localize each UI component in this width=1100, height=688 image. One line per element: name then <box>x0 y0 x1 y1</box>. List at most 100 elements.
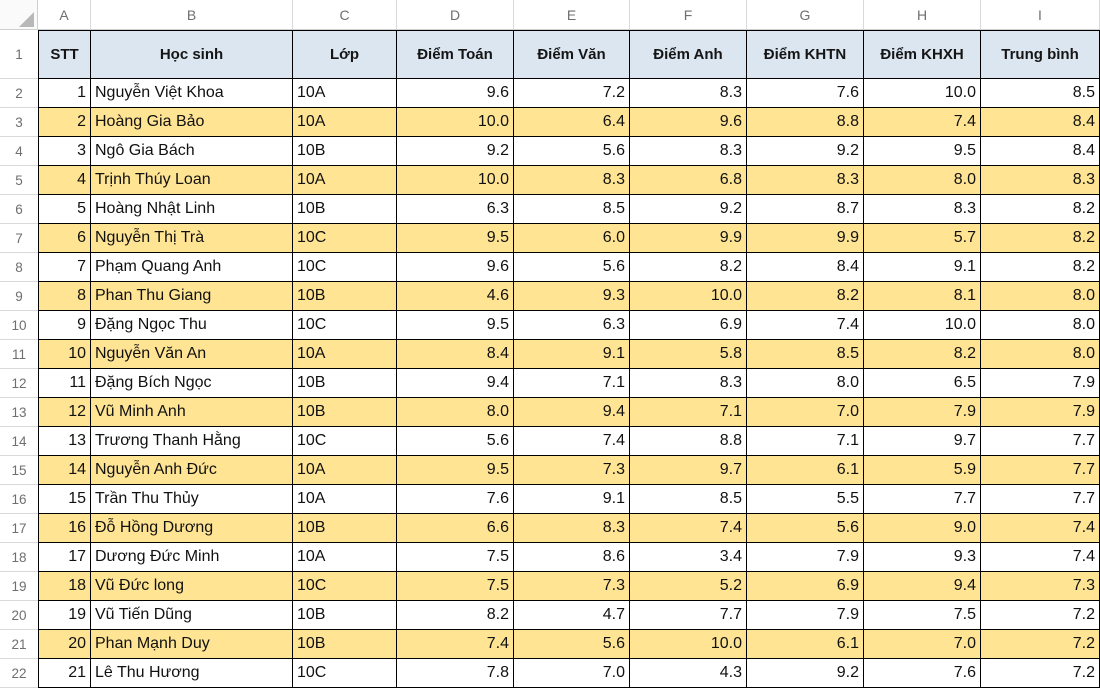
row-header-22[interactable]: 22 <box>0 659 38 688</box>
cell-B15[interactable]: Nguyễn Anh Đức <box>91 456 293 485</box>
column-header-B[interactable]: B <box>91 0 293 30</box>
cell-H9[interactable]: 8.1 <box>864 282 981 311</box>
cell-F4[interactable]: 8.3 <box>630 137 747 166</box>
cell-D19[interactable]: 7.5 <box>397 572 514 601</box>
cell-A15[interactable]: 14 <box>38 456 91 485</box>
cell-I15[interactable]: 7.7 <box>981 456 1100 485</box>
cell-D18[interactable]: 7.5 <box>397 543 514 572</box>
cell-G8[interactable]: 8.4 <box>747 253 864 282</box>
cell-E15[interactable]: 7.3 <box>514 456 630 485</box>
cell-B2[interactable]: Nguyễn Việt Khoa <box>91 79 293 108</box>
cell-G4[interactable]: 9.2 <box>747 137 864 166</box>
cell-H11[interactable]: 8.2 <box>864 340 981 369</box>
cell-D15[interactable]: 9.5 <box>397 456 514 485</box>
row-header-1[interactable]: 1 <box>0 30 38 79</box>
cell-G13[interactable]: 7.0 <box>747 398 864 427</box>
cell-F12[interactable]: 8.3 <box>630 369 747 398</box>
cell-H4[interactable]: 9.5 <box>864 137 981 166</box>
cell-A8[interactable]: 7 <box>38 253 91 282</box>
cell-F22[interactable]: 4.3 <box>630 659 747 688</box>
cell-B6[interactable]: Hoàng Nhật Linh <box>91 195 293 224</box>
cell-E14[interactable]: 7.4 <box>514 427 630 456</box>
cell-B14[interactable]: Trương Thanh Hằng <box>91 427 293 456</box>
row-header-8[interactable]: 8 <box>0 253 38 282</box>
cell-C17[interactable]: 10B <box>293 514 397 543</box>
cell-I18[interactable]: 7.4 <box>981 543 1100 572</box>
cell-C3[interactable]: 10A <box>293 108 397 137</box>
row-header-19[interactable]: 19 <box>0 572 38 601</box>
cell-H7[interactable]: 5.7 <box>864 224 981 253</box>
cell-E2[interactable]: 7.2 <box>514 79 630 108</box>
cell-C6[interactable]: 10B <box>293 195 397 224</box>
cell-D13[interactable]: 8.0 <box>397 398 514 427</box>
cell-H8[interactable]: 9.1 <box>864 253 981 282</box>
cell-E22[interactable]: 7.0 <box>514 659 630 688</box>
cell-C14[interactable]: 10C <box>293 427 397 456</box>
row-header-11[interactable]: 11 <box>0 340 38 369</box>
row-header-13[interactable]: 13 <box>0 398 38 427</box>
cell-B3[interactable]: Hoàng Gia Bảo <box>91 108 293 137</box>
cell-H16[interactable]: 7.7 <box>864 485 981 514</box>
select-all-corner[interactable] <box>0 0 38 30</box>
cell-C12[interactable]: 10B <box>293 369 397 398</box>
cell-D9[interactable]: 4.6 <box>397 282 514 311</box>
cell-C21[interactable]: 10B <box>293 630 397 659</box>
cell-B13[interactable]: Vũ Minh Anh <box>91 398 293 427</box>
cell-I22[interactable]: 7.2 <box>981 659 1100 688</box>
row-header-9[interactable]: 9 <box>0 282 38 311</box>
cell-B8[interactable]: Phạm Quang Anh <box>91 253 293 282</box>
cell-F3[interactable]: 9.6 <box>630 108 747 137</box>
cell-F9[interactable]: 10.0 <box>630 282 747 311</box>
column-header-A[interactable]: A <box>38 0 91 30</box>
cell-I4[interactable]: 8.4 <box>981 137 1100 166</box>
cell-C2[interactable]: 10A <box>293 79 397 108</box>
cell-E17[interactable]: 8.3 <box>514 514 630 543</box>
cell-D4[interactable]: 9.2 <box>397 137 514 166</box>
cell-B20[interactable]: Vũ Tiến Dũng <box>91 601 293 630</box>
cell-F10[interactable]: 6.9 <box>630 311 747 340</box>
cell-B12[interactable]: Đặng Bích Ngọc <box>91 369 293 398</box>
row-header-10[interactable]: 10 <box>0 311 38 340</box>
cell-A2[interactable]: 1 <box>38 79 91 108</box>
cell-B4[interactable]: Ngô Gia Bách <box>91 137 293 166</box>
cell-B7[interactable]: Nguyễn Thị Trà <box>91 224 293 253</box>
cell-A6[interactable]: 5 <box>38 195 91 224</box>
cell-I2[interactable]: 8.5 <box>981 79 1100 108</box>
cell-D10[interactable]: 9.5 <box>397 311 514 340</box>
cell-F14[interactable]: 8.8 <box>630 427 747 456</box>
cell-D5[interactable]: 10.0 <box>397 166 514 195</box>
cell-A16[interactable]: 15 <box>38 485 91 514</box>
cell-I10[interactable]: 8.0 <box>981 311 1100 340</box>
row-header-3[interactable]: 3 <box>0 108 38 137</box>
cell-E16[interactable]: 9.1 <box>514 485 630 514</box>
cell-C7[interactable]: 10C <box>293 224 397 253</box>
cell-C9[interactable]: 10B <box>293 282 397 311</box>
table-header-G[interactable]: Điểm KHTN <box>747 30 864 79</box>
row-header-16[interactable]: 16 <box>0 485 38 514</box>
cell-G11[interactable]: 8.5 <box>747 340 864 369</box>
cell-G17[interactable]: 5.6 <box>747 514 864 543</box>
row-header-12[interactable]: 12 <box>0 369 38 398</box>
cell-D20[interactable]: 8.2 <box>397 601 514 630</box>
row-header-21[interactable]: 21 <box>0 630 38 659</box>
cell-H13[interactable]: 7.9 <box>864 398 981 427</box>
cell-F19[interactable]: 5.2 <box>630 572 747 601</box>
cell-B18[interactable]: Dương Đức Minh <box>91 543 293 572</box>
cell-E4[interactable]: 5.6 <box>514 137 630 166</box>
cell-I20[interactable]: 7.2 <box>981 601 1100 630</box>
cell-I12[interactable]: 7.9 <box>981 369 1100 398</box>
cell-D2[interactable]: 9.6 <box>397 79 514 108</box>
cell-A5[interactable]: 4 <box>38 166 91 195</box>
cell-G21[interactable]: 6.1 <box>747 630 864 659</box>
cell-H12[interactable]: 6.5 <box>864 369 981 398</box>
cell-I8[interactable]: 8.2 <box>981 253 1100 282</box>
cell-H19[interactable]: 9.4 <box>864 572 981 601</box>
cell-A21[interactable]: 20 <box>38 630 91 659</box>
cell-E9[interactable]: 9.3 <box>514 282 630 311</box>
cell-G6[interactable]: 8.7 <box>747 195 864 224</box>
cell-A22[interactable]: 21 <box>38 659 91 688</box>
cell-G14[interactable]: 7.1 <box>747 427 864 456</box>
cell-E12[interactable]: 7.1 <box>514 369 630 398</box>
cell-I7[interactable]: 8.2 <box>981 224 1100 253</box>
cell-I9[interactable]: 8.0 <box>981 282 1100 311</box>
